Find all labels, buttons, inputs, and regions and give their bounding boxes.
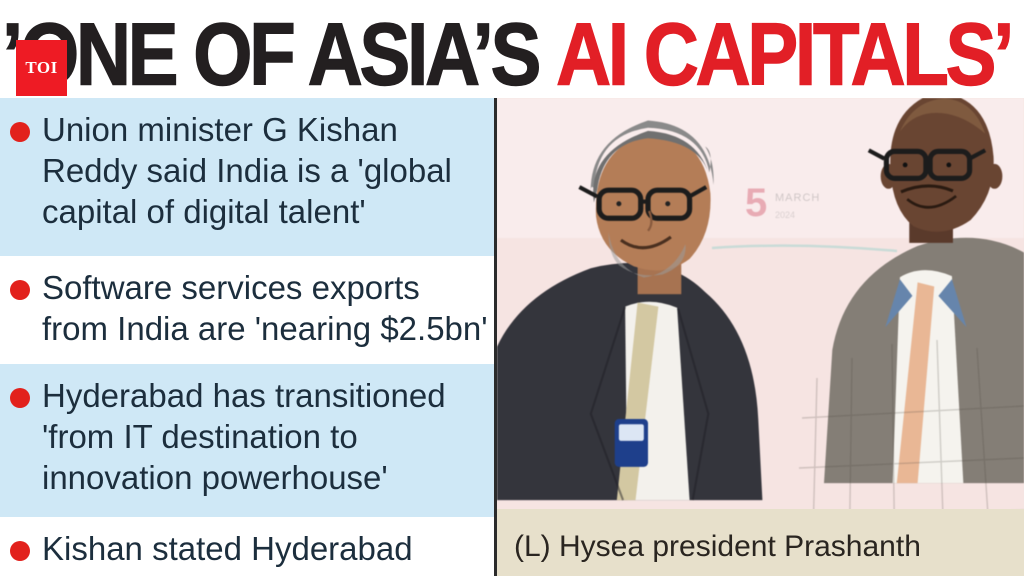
svg-text:5: 5	[745, 181, 767, 225]
svg-text:MARCH: MARCH	[775, 192, 820, 204]
svg-text:2024: 2024	[775, 210, 795, 220]
